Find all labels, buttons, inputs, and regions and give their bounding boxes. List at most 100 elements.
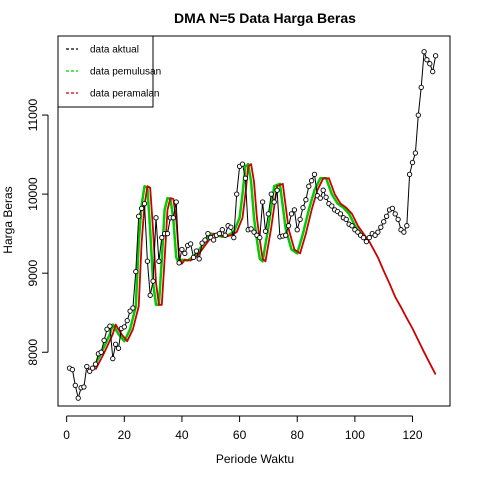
x-tick-label: 80 xyxy=(291,428,305,442)
data-point xyxy=(89,365,96,371)
data-point xyxy=(84,363,90,370)
data-point xyxy=(228,224,234,230)
data-point xyxy=(412,150,419,156)
x-tick-label: 20 xyxy=(118,428,132,442)
data-point xyxy=(320,187,326,193)
series-line-data-peramalan xyxy=(94,163,437,375)
x-tick-label: 120 xyxy=(403,428,423,442)
data-point xyxy=(112,341,119,347)
data-point xyxy=(75,395,81,401)
data-point xyxy=(87,368,93,374)
data-point xyxy=(182,250,188,257)
data-point xyxy=(389,205,396,212)
data-point xyxy=(176,260,182,266)
x-tick-label: 60 xyxy=(233,428,247,442)
data-point xyxy=(164,230,171,237)
chart-title: DMA N=5 Data Harga Beras xyxy=(174,10,356,26)
data-point xyxy=(262,228,269,234)
data-point xyxy=(156,258,162,264)
data-point xyxy=(268,191,274,197)
data-point xyxy=(219,227,225,233)
data-point xyxy=(248,226,254,232)
data-point xyxy=(121,324,127,330)
data-point xyxy=(251,229,257,235)
data-point xyxy=(130,305,136,311)
data-point xyxy=(404,223,410,229)
data-point xyxy=(401,229,407,235)
data-point xyxy=(115,345,122,351)
data-point xyxy=(378,224,384,230)
data-point xyxy=(381,219,387,225)
data-point xyxy=(259,199,266,205)
y-tick-label: 10000 xyxy=(26,177,40,211)
data-point xyxy=(190,254,197,261)
series-layer xyxy=(66,49,439,401)
data-point xyxy=(375,229,381,235)
data-point xyxy=(383,213,390,219)
data-point xyxy=(98,349,104,355)
data-point xyxy=(210,237,217,243)
data-point xyxy=(271,199,277,205)
data-point xyxy=(274,187,280,193)
data-point xyxy=(141,200,148,207)
data-point xyxy=(283,232,289,238)
data-point xyxy=(257,234,263,241)
data-point xyxy=(323,194,329,200)
data-point xyxy=(92,361,99,367)
y-tick-label: 9000 xyxy=(26,260,40,287)
data-point xyxy=(150,278,156,284)
x-axis: 0 20 40 60 80 100 120 xyxy=(63,415,423,442)
data-point xyxy=(216,230,223,237)
data-point xyxy=(144,258,151,264)
data-point xyxy=(311,171,318,178)
data-point xyxy=(136,213,142,219)
data-point xyxy=(222,232,228,238)
data-point xyxy=(239,161,246,167)
data-point xyxy=(360,234,367,241)
data-point xyxy=(421,49,427,55)
data-point xyxy=(329,203,335,209)
data-point xyxy=(202,237,208,243)
data-point xyxy=(395,216,401,223)
data-point xyxy=(101,337,107,344)
data-point xyxy=(409,159,416,166)
data-point xyxy=(349,223,355,229)
data-point xyxy=(196,256,202,262)
data-point xyxy=(179,246,185,253)
x-tick-label: 40 xyxy=(175,428,189,442)
data-point xyxy=(234,191,240,197)
legend-label: data pemulusan xyxy=(90,67,161,78)
y-axis-label: Harga Beras xyxy=(1,186,15,253)
data-point xyxy=(199,240,205,246)
data-point xyxy=(147,292,153,298)
data-point xyxy=(173,199,179,205)
data-point xyxy=(205,230,211,237)
data-point xyxy=(231,234,237,241)
data-point xyxy=(430,68,436,75)
y-tick-label: 8000 xyxy=(26,339,40,366)
data-point xyxy=(337,211,344,217)
data-point xyxy=(392,211,398,217)
data-point xyxy=(415,112,421,118)
data-point xyxy=(366,234,372,241)
data-point xyxy=(72,382,78,389)
data-point xyxy=(427,61,433,67)
x-axis-label: Periode Waktu xyxy=(216,452,294,466)
y-tick-label: 11000 xyxy=(26,98,40,131)
data-point xyxy=(124,317,130,324)
data-point xyxy=(187,241,194,247)
data-point xyxy=(265,211,272,217)
data-point xyxy=(294,227,300,233)
data-point xyxy=(424,57,430,63)
data-point xyxy=(306,183,312,189)
data-point xyxy=(193,248,200,254)
data-point xyxy=(133,268,139,275)
data-point xyxy=(107,323,113,329)
data-point xyxy=(406,171,413,178)
x-tick-label: 100 xyxy=(345,428,365,442)
data-point xyxy=(138,205,145,212)
data-point xyxy=(242,175,249,181)
data-point xyxy=(291,207,298,213)
data-point xyxy=(81,384,87,390)
